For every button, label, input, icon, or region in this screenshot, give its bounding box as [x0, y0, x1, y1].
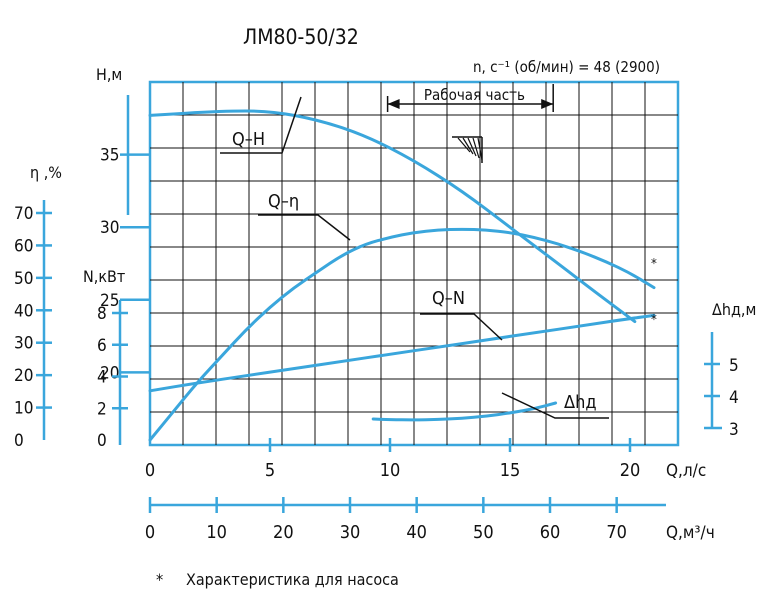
x2-axis-tick-label: 20: [273, 522, 294, 543]
leader-qh: [220, 96, 302, 154]
x-axis-tick-label: 5: [265, 460, 275, 481]
x2-axis-tick-label: 40: [406, 522, 427, 543]
h-axis-tick-label: 25: [100, 291, 119, 311]
eta-axis-label: η ,%: [30, 163, 62, 182]
leader-qeta: [258, 214, 351, 241]
eta-axis-tick-label: 20: [14, 366, 33, 386]
series-qh-curve: [148, 109, 637, 324]
chart-labels: Q–H Q–η Q–N Δhд Рабочая часть * *: [220, 84, 657, 419]
npsh-axis-tick-label: 4: [729, 388, 739, 408]
eta-axis-tick-label: 0: [14, 431, 24, 451]
h-axis-tick-label: 20: [100, 363, 119, 383]
x-axis-tick-label: 10: [380, 460, 401, 481]
leader-qn: [420, 313, 503, 341]
hatch-line: [477, 137, 483, 161]
hatch-line: [462, 137, 474, 155]
hatch-line: [457, 137, 471, 153]
eta-axis-tick-label: 70: [14, 204, 33, 224]
n-axis-tick-label: 4: [97, 368, 107, 388]
n-axis-tick-label: 2: [97, 399, 107, 419]
h-axis-tick-label: 30: [100, 218, 119, 238]
x2-axis-label: Q,м³/ч: [666, 523, 715, 543]
chart-title: ЛМ80-50/32: [243, 25, 359, 49]
x-axis-label: Q,л/с: [666, 461, 706, 481]
x2-axis-tick-label: 60: [540, 522, 561, 543]
eta-axis-tick-label: 40: [14, 301, 33, 321]
h-axis-label: Н,м: [96, 65, 122, 84]
n-axis-tick-label: 0: [97, 431, 107, 451]
label-qn: Q–N: [432, 288, 465, 309]
working-range-arrow-left: [387, 99, 400, 109]
footnote-text: Характеристика для насоса: [186, 570, 399, 589]
npsh-axis-label: Δhд,м: [712, 300, 756, 319]
series-npsh-curve: [371, 401, 558, 422]
x2-axis-tick-label: 50: [473, 522, 494, 543]
npsh-axis-tick-label: 3: [729, 420, 739, 440]
eta-axis-tick-label: 10: [14, 399, 33, 419]
x2-axis-tick-label: 30: [340, 522, 361, 543]
x-axis-tick-label: 20: [620, 460, 641, 481]
series-qn-curve: [148, 313, 656, 393]
x2-axis-tick-label: 10: [206, 522, 227, 543]
x-axis-tick-label: 0: [145, 460, 155, 481]
hatch-line: [467, 137, 477, 157]
hatch-line: [472, 137, 480, 159]
n-axis-tick-label: 8: [97, 304, 107, 324]
label-npsh: Δhд: [564, 392, 597, 413]
h-axis-tick-label: 35: [100, 146, 119, 166]
n-axis-label: N,кВт: [83, 267, 125, 286]
working-range-label: Рабочая часть: [424, 86, 525, 104]
n-axis-tick-label: 6: [97, 336, 107, 356]
leader-npsh: [501, 392, 609, 419]
asterisk-eta: *: [651, 257, 657, 272]
speed-note: n, с⁻¹ (об/мин) = 48 (2900): [473, 58, 660, 76]
label-qeta: Q–η: [268, 191, 299, 212]
eta-axis-tick-label: 50: [14, 269, 33, 289]
chart-series: [148, 109, 656, 442]
working-range-arrow-right: [541, 99, 554, 109]
x-axis-tick-label: 15: [500, 460, 521, 481]
npsh-axis-tick-label: 5: [729, 356, 739, 376]
label-qh: Q–H: [232, 129, 265, 150]
asterisk-n: *: [651, 313, 657, 328]
chart-grid: [148, 80, 680, 447]
eta-axis-tick-label: 30: [14, 334, 33, 354]
footnote-mark: *: [156, 570, 163, 589]
eta-axis-tick-label: 60: [14, 236, 33, 256]
x2-axis-tick-label: 0: [145, 522, 155, 543]
x2-axis-tick-label: 70: [606, 522, 627, 543]
series-qeta-curve: [148, 227, 656, 442]
